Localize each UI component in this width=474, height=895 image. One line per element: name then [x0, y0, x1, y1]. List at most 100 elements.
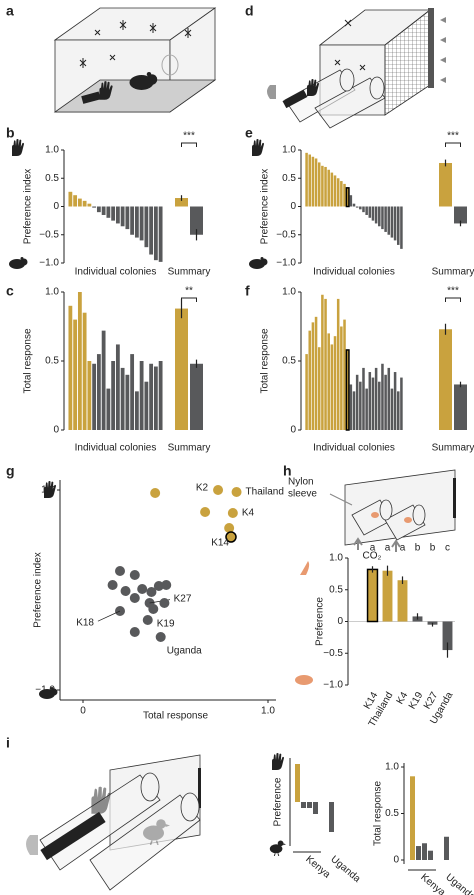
- bar: [68, 305, 73, 430]
- bar: [442, 621, 453, 651]
- y-axis-label: Preference: [315, 597, 326, 646]
- panel-label: g: [6, 463, 15, 479]
- bar: [352, 203, 356, 207]
- bar: [305, 152, 308, 207]
- y-tick-label: 1.0: [329, 553, 343, 564]
- icon-hand: [12, 139, 24, 156]
- bar: [144, 206, 149, 248]
- panel-label: b: [6, 125, 15, 141]
- y-tick-label: 0.5: [385, 808, 399, 819]
- icon-chick: [269, 840, 286, 856]
- icon-hand: [272, 753, 284, 770]
- bar: [311, 156, 315, 207]
- point: [120, 586, 131, 596]
- y-tick-label: 1.0: [282, 287, 296, 298]
- point: [200, 507, 211, 517]
- bar: [428, 850, 433, 860]
- bar: [444, 836, 449, 860]
- bar: [329, 802, 334, 832]
- point: [213, 485, 224, 495]
- bar: [333, 336, 337, 430]
- bar: [324, 166, 327, 207]
- bar: [387, 367, 391, 430]
- bar: [400, 206, 403, 249]
- y-tick-label: 0: [53, 201, 59, 212]
- bar: [96, 354, 101, 430]
- group-label: Kenya: [418, 872, 447, 895]
- y-tick-label: −0.5: [39, 229, 59, 240]
- bar: [345, 349, 350, 431]
- y-tick-label: 0.5: [45, 356, 59, 367]
- bar: [378, 206, 381, 227]
- bar: [101, 330, 106, 430]
- bar: [125, 206, 130, 230]
- x-axis-label: Individual colonies: [313, 443, 395, 454]
- y-tick-label: 1.0: [45, 145, 59, 156]
- bar: [120, 367, 125, 430]
- bar: [153, 366, 158, 430]
- y-axis-label: Total response: [23, 328, 34, 393]
- bar: [362, 367, 365, 430]
- annotation: CO₂: [363, 551, 382, 562]
- y-tick-label: 0.5: [282, 173, 296, 184]
- point: [231, 487, 242, 497]
- bar: [368, 372, 372, 430]
- icon-critter: [9, 257, 28, 269]
- bar: [393, 206, 397, 241]
- point: [137, 584, 148, 594]
- bar: [330, 344, 334, 430]
- panel-label: f: [245, 283, 250, 299]
- annotation: sleeve: [288, 489, 317, 500]
- bar: [130, 206, 135, 235]
- bar: [158, 206, 163, 262]
- bar: [333, 175, 337, 207]
- y-tick-label: 1.0: [385, 762, 399, 773]
- bar: [153, 206, 158, 261]
- bar: [158, 361, 163, 430]
- point: [161, 580, 172, 590]
- point: [142, 615, 153, 625]
- bar: [422, 843, 427, 860]
- point: [129, 627, 140, 637]
- point-label: K27: [174, 594, 192, 605]
- bar: [330, 172, 334, 207]
- point-label: Thailand: [246, 487, 284, 498]
- icon-hand: [252, 139, 264, 156]
- bar: [139, 206, 144, 241]
- y-axis-label: Preference index: [260, 169, 271, 245]
- y-axis-label: Preference index: [23, 169, 34, 245]
- y-tick-label: −1.0: [276, 258, 296, 269]
- bar: [359, 206, 362, 210]
- significance-letter: a: [385, 543, 391, 554]
- bar: [343, 319, 346, 430]
- significance-bracket: [181, 142, 197, 147]
- y-tick-label: −1.0: [323, 680, 343, 691]
- panel-label: i: [6, 735, 10, 751]
- bar: [92, 363, 97, 430]
- bar: [311, 322, 315, 430]
- significance-letter: c: [445, 543, 450, 554]
- bar: [87, 361, 92, 430]
- bar: [314, 316, 318, 430]
- y-axis-label: Preference index: [33, 552, 44, 628]
- bar: [416, 846, 421, 860]
- significance-letter: b: [415, 543, 421, 554]
- bar: [82, 312, 87, 430]
- bar: [106, 206, 111, 218]
- bar: [317, 347, 321, 430]
- point-label: K14: [211, 538, 229, 549]
- point: [159, 598, 170, 608]
- bar: [371, 377, 375, 430]
- bar: [101, 206, 106, 215]
- group-label: Kenya: [303, 854, 332, 881]
- bar: [381, 363, 384, 430]
- bar: [410, 776, 415, 860]
- bar: [365, 206, 368, 215]
- bar: [439, 329, 452, 430]
- y-tick-label: 0.5: [282, 356, 296, 367]
- bar: [134, 206, 139, 238]
- bar: [371, 206, 375, 221]
- y-tick-label: 0: [290, 201, 296, 212]
- y-tick-label: 0.5: [45, 173, 59, 184]
- y-axis-label: Preference: [273, 777, 284, 826]
